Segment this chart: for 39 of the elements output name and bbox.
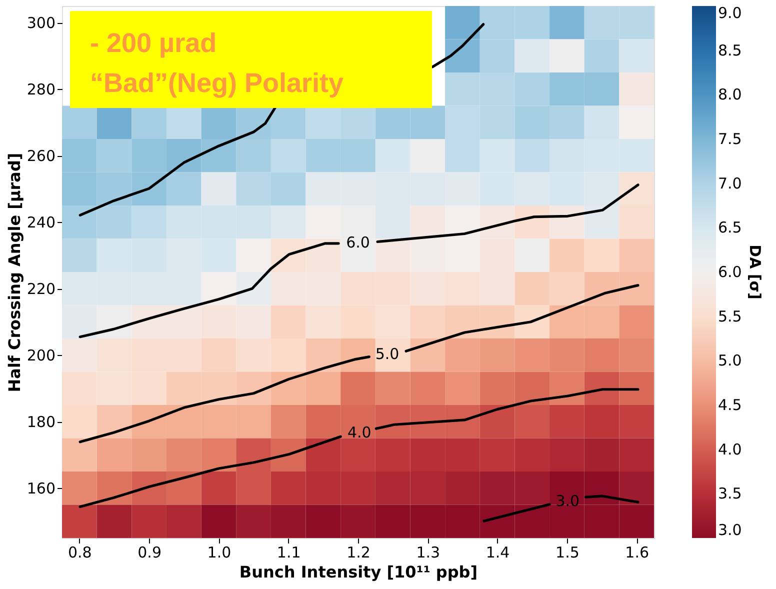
x-axis-title: Bunch Intensity [10¹¹ ppb]	[239, 562, 478, 582]
color-bar-label: 3.5	[718, 484, 742, 503]
y-tick-label: 260	[26, 147, 56, 166]
x-tick-label: 1.3	[416, 544, 440, 562]
y-axis-title: Half Crossing Angle [µrad]	[4, 152, 24, 392]
annotation: - 200 µrad	[90, 28, 217, 58]
y-tick-label: 180	[26, 413, 56, 432]
color-bar-title: DA [σ]	[746, 244, 764, 300]
color-bar-label: 4.0	[718, 440, 742, 458]
x-tick-label: 1.6	[625, 544, 650, 562]
color-bar-label: 6.0	[718, 263, 742, 281]
series-label: 4.0	[347, 424, 372, 442]
color-bar-label: 4.5	[718, 396, 742, 414]
x-tick-label: 0.9	[138, 544, 162, 562]
color-bar-label: 3.0	[718, 521, 742, 539]
color-bar-label: 8.0	[718, 86, 742, 104]
x-tick-label: 1.1	[276, 544, 301, 562]
color-bar-label: 7.5	[718, 130, 742, 148]
x-tick-label: 1.4	[486, 544, 510, 562]
x-tick-label: 1.0	[207, 544, 232, 562]
color-bar-label: 7.0	[718, 174, 742, 192]
series-label: 3.0	[556, 492, 580, 510]
color-bar-label: 6.5	[718, 218, 742, 237]
series-label: 5.0	[375, 344, 400, 363]
y-tick-label: 160	[26, 480, 56, 498]
x-tick-label: 1.5	[556, 544, 580, 562]
color-bar-label: 5.0	[718, 352, 742, 370]
y-tick-label: 200	[26, 346, 56, 365]
y-tick-label: 280	[26, 80, 56, 99]
color-bar-label: 9.0	[718, 4, 742, 22]
color-bar-label: 5.5	[718, 307, 742, 326]
y-tick-label: 240	[26, 214, 56, 232]
series-label: 6.0	[346, 234, 370, 252]
color-bar-label: 8.5	[718, 41, 742, 60]
x-tick-label: 0.8	[68, 544, 92, 562]
y-tick-label: 220	[26, 280, 56, 298]
y-tick-label: 300	[26, 14, 56, 32]
x-tick-label: 1.2	[346, 544, 370, 562]
annotation: “Bad”(Neg) Polarity	[90, 68, 344, 98]
